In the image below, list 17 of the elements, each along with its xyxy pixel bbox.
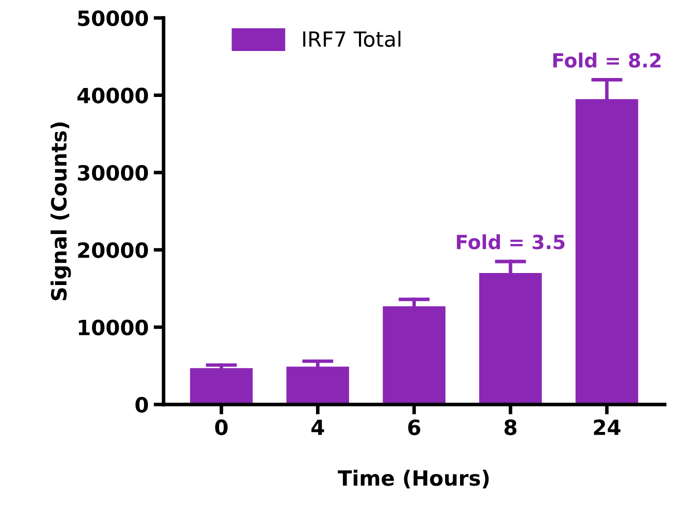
y-tick-label: 20000 xyxy=(78,242,148,258)
y-axis-title: Signal (Counts) xyxy=(50,122,71,300)
x-axis-title: Time (Hours) xyxy=(338,470,489,488)
annotation: Fold = 8.2 xyxy=(553,52,661,68)
y-tick-label: 40000 xyxy=(77,88,148,104)
x-tick-label: 4 xyxy=(311,420,324,435)
x-tick-label: 24 xyxy=(594,419,620,435)
legend-label: IRF7 Total xyxy=(303,30,400,47)
x-tick-label: 8 xyxy=(504,419,516,436)
y-tick-label: 0 xyxy=(135,396,148,413)
y-tick-label: 30000 xyxy=(78,164,148,181)
x-tick-label: 0 xyxy=(215,419,228,436)
y-tick-label: 10000 xyxy=(78,320,148,336)
bar xyxy=(286,366,350,404)
annotation: Fold = 3.5 xyxy=(456,234,564,250)
y-tick-label: 50000 xyxy=(78,10,148,26)
x-tick-label: 6 xyxy=(408,419,420,436)
